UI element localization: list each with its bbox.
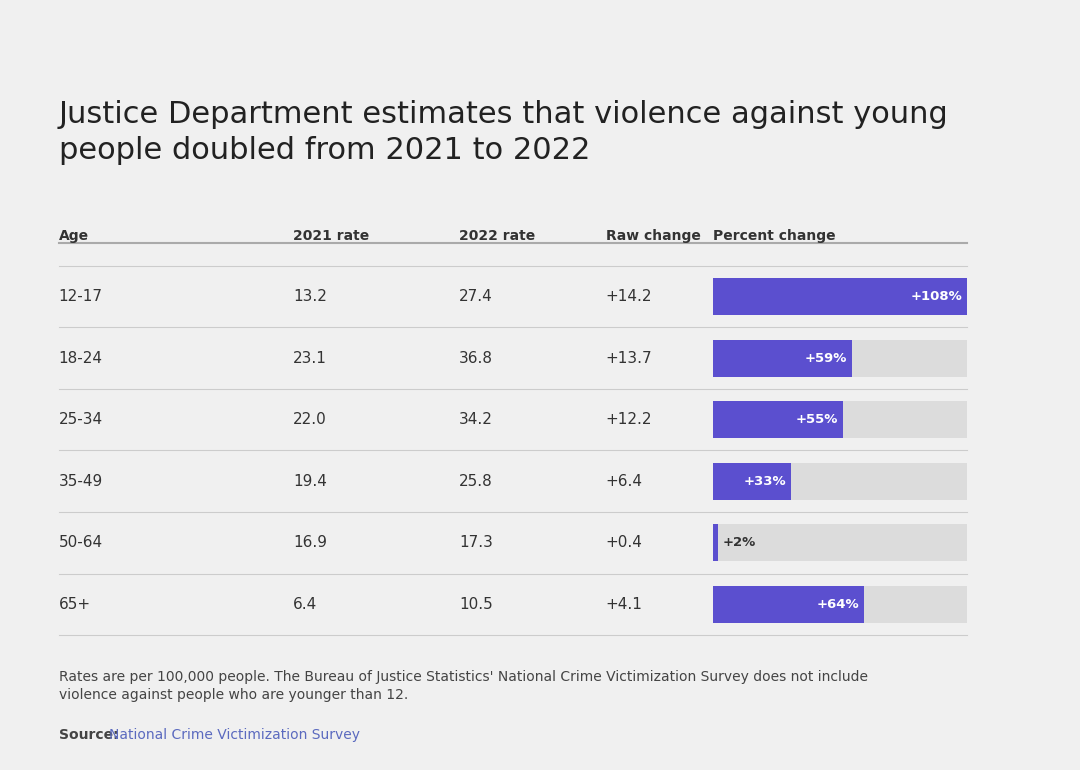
FancyBboxPatch shape	[713, 278, 968, 315]
Text: 12-17: 12-17	[58, 289, 103, 304]
Text: Rates are per 100,000 people. The Bureau of Justice Statistics' National Crime V: Rates are per 100,000 people. The Bureau…	[58, 670, 867, 702]
Text: 36.8: 36.8	[459, 350, 494, 366]
Text: +6.4: +6.4	[606, 474, 643, 489]
Text: Percent change: Percent change	[713, 229, 836, 243]
Text: 19.4: 19.4	[293, 474, 327, 489]
FancyBboxPatch shape	[713, 463, 968, 500]
FancyBboxPatch shape	[713, 278, 968, 315]
FancyBboxPatch shape	[713, 524, 718, 561]
Text: Source:: Source:	[58, 728, 123, 742]
Text: +59%: +59%	[805, 352, 847, 364]
Text: National Crime Victimization Survey: National Crime Victimization Survey	[109, 728, 361, 742]
Text: 6.4: 6.4	[293, 597, 318, 612]
FancyBboxPatch shape	[713, 586, 968, 623]
Text: 25-34: 25-34	[58, 412, 103, 427]
Text: +0.4: +0.4	[606, 535, 643, 551]
FancyBboxPatch shape	[713, 340, 968, 377]
Text: 27.4: 27.4	[459, 289, 492, 304]
Text: 65+: 65+	[58, 597, 91, 612]
Text: +14.2: +14.2	[606, 289, 652, 304]
Text: 22.0: 22.0	[293, 412, 327, 427]
Text: 13.2: 13.2	[293, 289, 327, 304]
Text: 2022 rate: 2022 rate	[459, 229, 536, 243]
Text: 16.9: 16.9	[293, 535, 327, 551]
Text: +64%: +64%	[816, 598, 859, 611]
Text: Age: Age	[58, 229, 89, 243]
Text: 2021 rate: 2021 rate	[293, 229, 369, 243]
Text: 50-64: 50-64	[58, 535, 103, 551]
Text: 23.1: 23.1	[293, 350, 327, 366]
FancyBboxPatch shape	[713, 401, 842, 438]
Text: 17.3: 17.3	[459, 535, 494, 551]
Text: 25.8: 25.8	[459, 474, 492, 489]
FancyBboxPatch shape	[713, 401, 968, 438]
FancyBboxPatch shape	[713, 586, 864, 623]
Text: +33%: +33%	[743, 475, 786, 487]
FancyBboxPatch shape	[713, 340, 852, 377]
Text: Raw change: Raw change	[606, 229, 701, 243]
FancyBboxPatch shape	[713, 463, 791, 500]
Text: 35-49: 35-49	[58, 474, 103, 489]
FancyBboxPatch shape	[713, 524, 968, 561]
Text: Justice Department estimates that violence against young
people doubled from 202: Justice Department estimates that violen…	[58, 100, 948, 165]
Text: 10.5: 10.5	[459, 597, 492, 612]
Text: +2%: +2%	[723, 537, 756, 549]
Text: 34.2: 34.2	[459, 412, 494, 427]
Text: +108%: +108%	[910, 290, 962, 303]
Text: +13.7: +13.7	[606, 350, 652, 366]
Text: +55%: +55%	[795, 413, 838, 426]
Text: +12.2: +12.2	[606, 412, 652, 427]
Text: 18-24: 18-24	[58, 350, 103, 366]
Text: +4.1: +4.1	[606, 597, 643, 612]
